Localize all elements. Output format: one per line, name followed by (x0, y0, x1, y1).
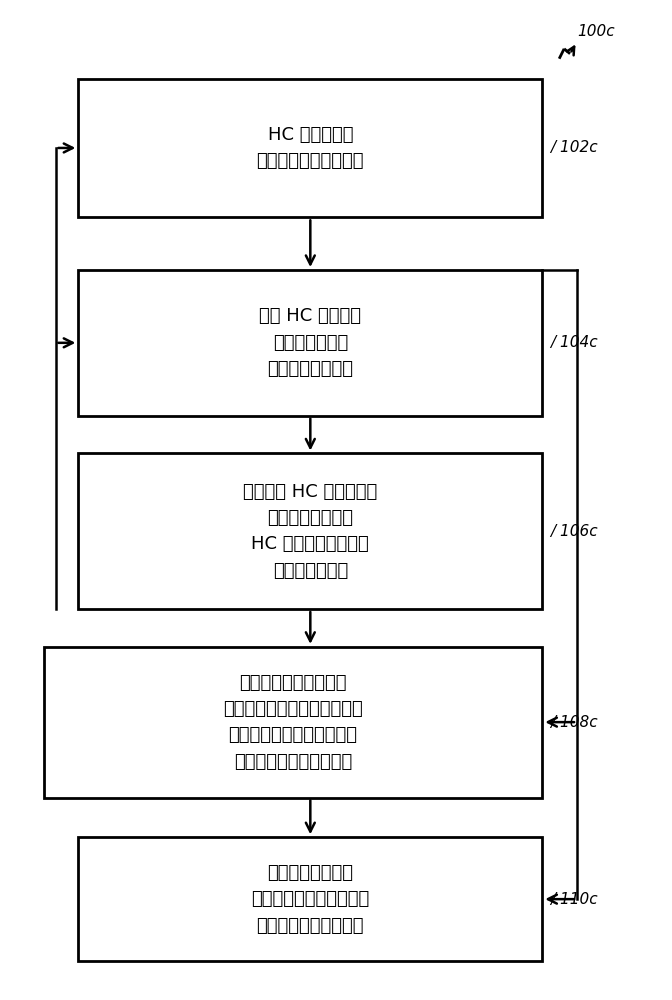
Bar (78, 453, 542, 609)
Bar (78, 270, 542, 416)
Text: HC 经历回填，
直到系统处于平衡状态: HC 经历回填， 直到系统处于平衡状态 (257, 126, 364, 170)
Bar (78, 79, 542, 217)
Bar (44, 647, 542, 798)
Text: 检查 HC 是否已经
到达子域边界、
圈闭边界或溢出点: 检查 HC 是否已经 到达子域边界、 圈闭边界或溢出点 (259, 307, 362, 378)
Text: / 106c: / 106c (550, 524, 598, 539)
Bar (78, 837, 542, 961)
Text: 如果到达溢出点，
则退出并开始侵入过程，
否则更新油位势并退出: 如果到达溢出点， 则退出并开始侵入过程， 否则更新油位势并退出 (251, 864, 370, 935)
Text: 如果到达 HC 子域边界，
则向相邻子域发送
HC 体积、最小位势值
以及索引和列表: 如果到达 HC 子域边界， 则向相邻子域发送 HC 体积、最小位势值 以及索引和… (243, 483, 378, 580)
Text: / 110c: / 110c (550, 892, 598, 907)
Text: / 108c: / 108c (550, 715, 598, 730)
Text: 100c: 100c (577, 24, 615, 39)
Text: / 102c: / 102c (550, 140, 598, 155)
Text: / 104c: / 104c (550, 335, 598, 350)
Text: 如果圈闭正在共享成藏
边界，则多个圈闭必须合并。
如果圈闭在不同的子域上，
则将发生圈闭信息的传送: 如果圈闭正在共享成藏 边界，则多个圈闭必须合并。 如果圈闭在不同的子域上， 则将… (223, 674, 363, 771)
